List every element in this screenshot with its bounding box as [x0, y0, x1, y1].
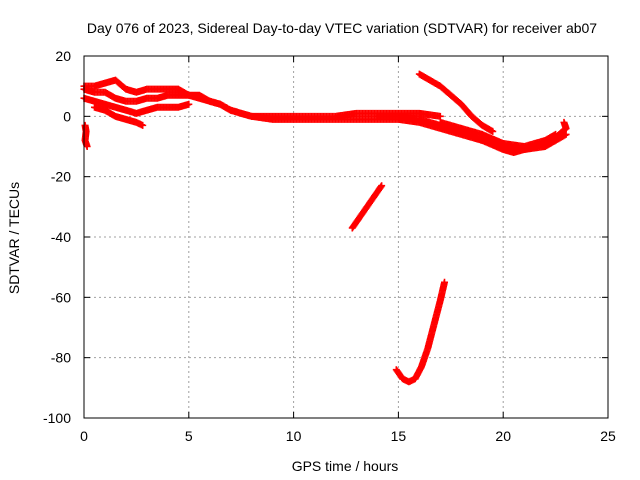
- y-tick-label: -20: [51, 169, 71, 185]
- series-arc-7: [436, 118, 560, 150]
- data-point: [378, 182, 386, 190]
- x-tick-label: 0: [80, 428, 88, 444]
- series-arc-3: [80, 94, 193, 117]
- data-point: [562, 130, 570, 138]
- x-tick-label: 20: [495, 428, 511, 444]
- series-arc-10: [392, 278, 449, 386]
- series-arc-9: [348, 182, 386, 232]
- x-tick-label: 15: [391, 428, 407, 444]
- y-axis-label: SDTVAR / TECUs: [6, 182, 22, 294]
- x-tick-label: 25: [600, 428, 616, 444]
- data-point: [139, 121, 147, 129]
- data-point: [83, 143, 91, 150]
- y-tick-label: -60: [51, 289, 71, 305]
- data-point: [436, 112, 444, 120]
- series-arc-4: [90, 103, 147, 129]
- y-tick-label: -80: [51, 350, 71, 366]
- y-tick-label: 0: [63, 108, 71, 124]
- data-point: [560, 118, 568, 126]
- x-tick-label: 5: [185, 428, 193, 444]
- y-tick-label: 20: [55, 48, 71, 64]
- chart-title: Day 076 of 2023, Sidereal Day-to-day VTE…: [87, 20, 597, 36]
- data-point: [185, 100, 193, 108]
- data-point: [552, 130, 560, 138]
- series-layer: [80, 70, 570, 386]
- y-tick-label: -100: [43, 410, 71, 426]
- y-tick-label: -40: [51, 229, 71, 245]
- ticks: 0 5 10 15 20 25 -100 -80 -60 -40 -20 0 20: [43, 48, 616, 444]
- series-arc-5: [81, 121, 91, 150]
- data-point: [441, 278, 449, 286]
- x-axis-label: GPS time / hours: [292, 458, 399, 474]
- data-point: [489, 127, 497, 135]
- x-tick-label: 10: [286, 428, 302, 444]
- plot-frame: [83, 55, 609, 419]
- series-arc-8: [415, 70, 497, 135]
